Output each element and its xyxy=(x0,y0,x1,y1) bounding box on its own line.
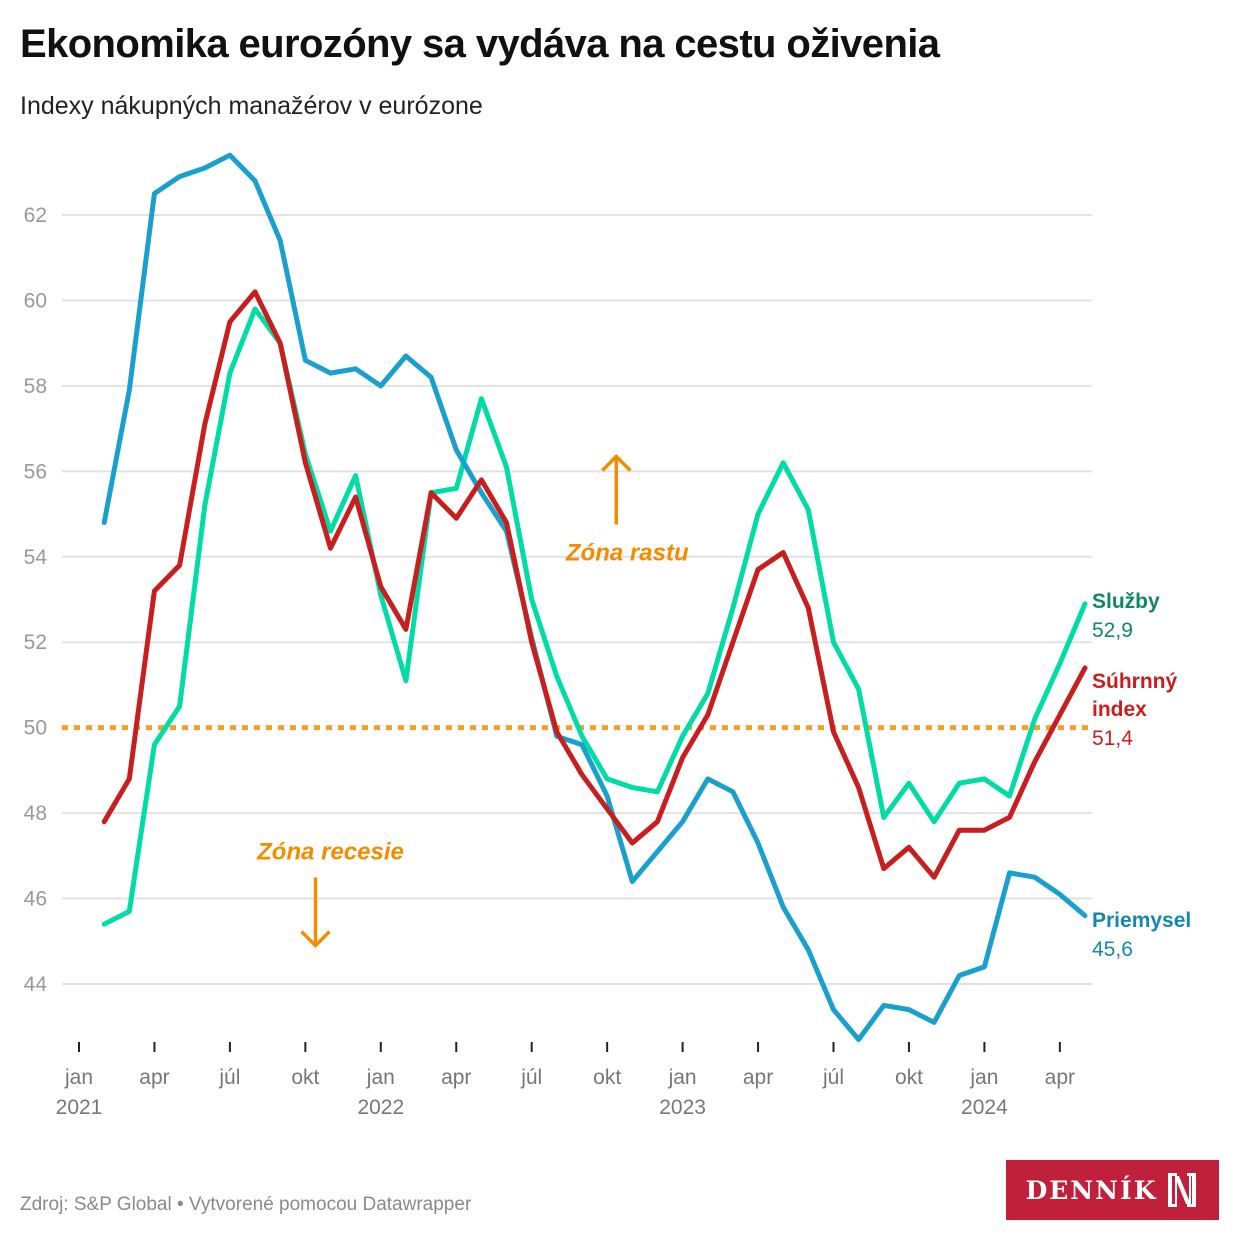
arrow-up-icon xyxy=(601,454,632,525)
x-tick-label: apr xyxy=(139,1066,169,1089)
series-label-services: Služby xyxy=(1092,590,1160,613)
dennik-n-logo[interactable]: DENNÍK xyxy=(1006,1160,1219,1220)
y-tick-label: 62 xyxy=(24,204,47,227)
zone-label: Zóna rastu xyxy=(565,540,689,567)
n-logo-icon xyxy=(1168,1173,1197,1207)
source-note: Zdroj: S&P Global • Vytvorené pomocou Da… xyxy=(20,1194,472,1215)
gridlines xyxy=(62,214,1092,985)
x-tick-label: júl xyxy=(822,1066,844,1089)
arrow-down-icon xyxy=(300,877,331,949)
y-tick-label: 46 xyxy=(24,888,47,911)
x-tick-label: jan xyxy=(668,1066,697,1089)
series-line-composite xyxy=(101,289,1088,880)
series-label-manufacturing: Priemysel xyxy=(1092,909,1191,932)
recession-zone-annotation: Zóna recesie xyxy=(256,839,404,949)
x-tick-label: jan xyxy=(969,1066,998,1089)
series-value-manufacturing: 45,6 xyxy=(1092,938,1133,961)
x-tick-label: okt xyxy=(291,1066,319,1089)
series-label-composite-line2: index xyxy=(1092,698,1147,721)
x-tick-year: 2021 xyxy=(56,1096,103,1119)
x-axis: jan 2021 apr júl okt jan 2022 apr júl okt jan 2023 a… xyxy=(56,1042,1075,1119)
x-tick-year: 2024 xyxy=(961,1096,1008,1119)
y-tick-label: 44 xyxy=(24,973,48,996)
y-tick-label: 60 xyxy=(24,289,47,312)
series-line-services xyxy=(101,306,1088,927)
y-tick-label: 52 xyxy=(24,631,47,654)
series-labels: Služby 52,9 Súhrnný index 51,4 Priemysel 45,6 xyxy=(1092,590,1191,961)
zone-annotations: Zóna rastu Zóna recesie xyxy=(256,454,689,949)
growth-zone-annotation: Zóna rastu xyxy=(565,454,689,567)
series-line-manufacturing xyxy=(101,152,1088,1042)
y-tick-label: 50 xyxy=(24,717,47,740)
series-label-composite-line1: Súhrnný xyxy=(1092,670,1177,693)
y-tick-label: 48 xyxy=(24,802,47,825)
x-tick-label: júl xyxy=(218,1066,240,1089)
x-tick-label: apr xyxy=(441,1066,471,1089)
y-axis: 44 46 48 50 52 54 56 58 60 62 xyxy=(24,204,48,996)
y-tick-label: 58 xyxy=(24,375,47,398)
x-tick-year: 2023 xyxy=(659,1096,706,1119)
series-value-services: 52,9 xyxy=(1092,619,1133,642)
logo-text: DENNÍK xyxy=(1025,1175,1158,1205)
y-tick-label: 56 xyxy=(24,460,47,483)
x-tick-label: jan xyxy=(64,1066,93,1089)
series-lines xyxy=(101,152,1088,1042)
x-tick-label: apr xyxy=(1045,1066,1075,1089)
x-tick-year: 2022 xyxy=(357,1096,404,1119)
series-value-composite: 51,4 xyxy=(1092,727,1133,750)
chart-title: Ekonomika eurozóny sa vydáva na cestu ož… xyxy=(20,22,940,66)
x-tick-label: júl xyxy=(520,1066,542,1089)
x-tick-label: apr xyxy=(743,1066,773,1089)
x-tick-label: jan xyxy=(366,1066,395,1089)
chart-subtitle: Indexy nákupných manažérov v eurózone xyxy=(20,92,483,120)
y-tick-label: 54 xyxy=(24,546,48,569)
x-tick-label: okt xyxy=(593,1066,621,1089)
zone-label: Zóna recesie xyxy=(256,839,404,866)
x-tick-label: okt xyxy=(895,1066,923,1089)
